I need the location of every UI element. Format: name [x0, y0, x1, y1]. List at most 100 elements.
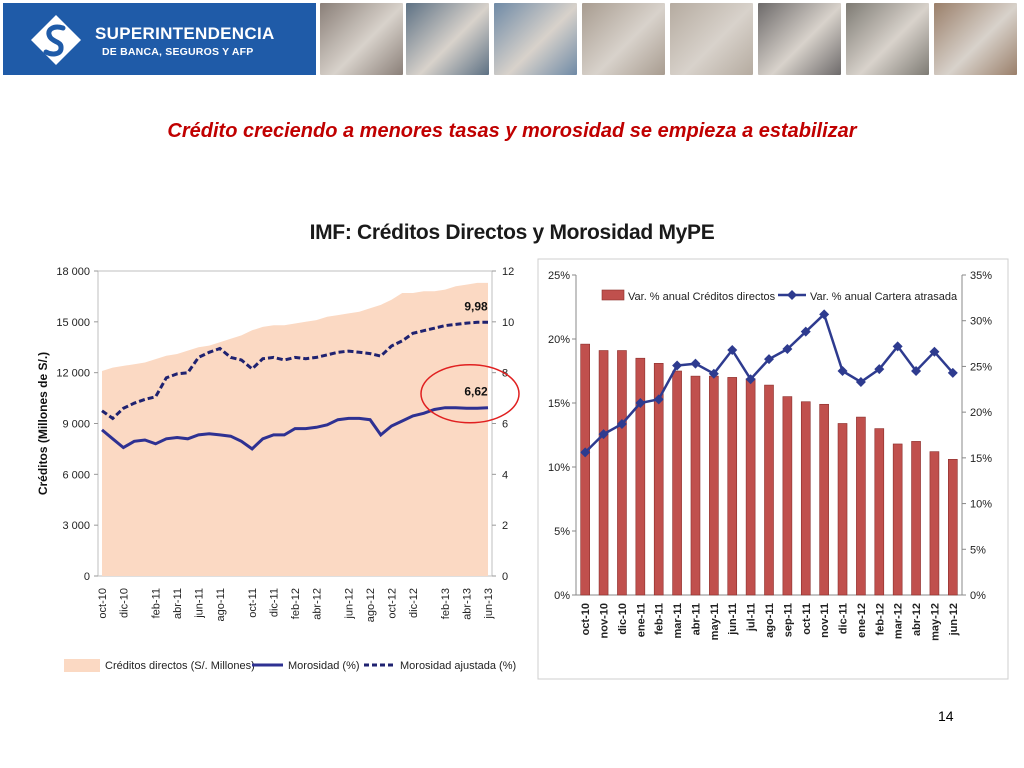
x-tick-label: jun-11 — [727, 603, 739, 636]
point-cartera-atrasada — [855, 376, 866, 387]
x-tick-label: oct-12 — [387, 588, 399, 619]
point-cartera-atrasada — [653, 394, 664, 405]
y2-tick-label: 30% — [970, 316, 992, 328]
point-cartera-atrasada — [745, 374, 756, 385]
y-tick-label: 6 000 — [62, 469, 90, 481]
x-tick-label: feb-11 — [654, 603, 666, 635]
bar-creditos-directos — [745, 378, 756, 596]
bar-creditos-directos — [617, 350, 627, 596]
y2-tick-label: 10% — [970, 499, 992, 511]
x-tick-label: feb-11 — [151, 588, 163, 618]
logo-name: SUPERINTENDENCIA — [95, 24, 275, 43]
annotation-label: 6,62 — [464, 385, 488, 399]
y-tick-label: 3 000 — [62, 520, 90, 532]
bar-creditos-directos — [856, 416, 866, 596]
bar-creditos-directos — [929, 451, 940, 596]
bar-creditos-directos — [800, 401, 811, 596]
y2-tick-label: 4 — [502, 469, 508, 481]
point-cartera-atrasada — [708, 368, 719, 379]
x-tick-label: dic-11 — [838, 603, 850, 634]
point-cartera-atrasada — [672, 360, 683, 371]
bar-creditos-directos — [709, 375, 719, 596]
bar-creditos-directos — [672, 370, 682, 596]
legend-label: Var. % anual Créditos directos — [628, 291, 776, 303]
legend-swatch-area — [64, 659, 100, 672]
sbs-logo-icon — [31, 15, 81, 65]
x-tick-label: feb-12 — [290, 588, 302, 619]
point-cartera-atrasada — [598, 429, 609, 440]
y2-tick-label: 6 — [502, 419, 508, 431]
y-tick-label: 18 000 — [56, 266, 90, 278]
y2-tick-label: 5% — [970, 544, 986, 556]
x-tick-label: nov-11 — [819, 603, 831, 638]
x-tick-label: dic-10 — [617, 603, 629, 635]
y-tick-label: 12 000 — [56, 368, 90, 380]
point-cartera-atrasada — [911, 366, 922, 376]
point-cartera-atrasada — [635, 398, 646, 408]
legend-label: Morosidad (%) — [288, 660, 360, 672]
bar-creditos-directos — [727, 377, 738, 596]
x-tick-label: oct-11 — [247, 588, 259, 618]
x-tick-label: dic-11 — [269, 588, 281, 617]
chart-title: IMF: Créditos Directos y Morosidad MyPE — [309, 221, 715, 244]
y-tick-label: 9 000 — [62, 419, 90, 431]
signing-photo — [934, 3, 1017, 75]
x-tick-label: oct-11 — [801, 603, 813, 635]
bar-creditos-directos — [653, 363, 664, 596]
point-cartera-atrasada — [819, 309, 830, 320]
bar-creditos-directos — [635, 357, 646, 596]
keyboard-photo — [494, 3, 577, 75]
building-photo — [406, 3, 489, 75]
highlight-circle — [420, 363, 520, 424]
legend-label: Créditos directos (S/. Millones) — [105, 660, 255, 672]
point-cartera-atrasada — [892, 341, 903, 352]
point-cartera-atrasada — [782, 344, 793, 355]
bar-creditos-directos — [580, 343, 590, 596]
point-cartera-atrasada — [580, 447, 591, 458]
x-tick-label: nov-10 — [599, 603, 611, 638]
bar-creditos-directos — [819, 403, 829, 596]
point-cartera-atrasada — [929, 346, 940, 357]
bar-creditos-directos — [911, 441, 921, 596]
x-tick-label: oct-10 — [97, 588, 109, 619]
y2-tick-label: 25% — [970, 361, 992, 373]
x-tick-label: feb-13 — [440, 588, 452, 619]
legend-swatch-diamond — [787, 290, 797, 300]
point-cartera-atrasada — [947, 367, 958, 378]
x-tick-label: abr-12 — [911, 603, 923, 636]
bar-creditos-directos — [948, 459, 958, 596]
businessmen-photo — [846, 3, 929, 75]
y-tick-label: 20% — [548, 334, 570, 346]
x-tick-label: mar-12 — [893, 603, 905, 639]
y2-tick-label: 10 — [502, 317, 514, 329]
x-tick-label: abr-11 — [690, 603, 702, 635]
x-tick-label: jul-11 — [746, 603, 758, 632]
point-cartera-atrasada — [800, 326, 811, 337]
x-tick-label: jun-11 — [194, 588, 206, 619]
point-cartera-atrasada — [616, 419, 627, 430]
y2-tick-label: 2 — [502, 520, 508, 532]
point-cartera-atrasada — [837, 366, 848, 376]
chart-frame — [537, 258, 1009, 680]
handshake-photo — [582, 3, 665, 75]
bar-creditos-directos — [690, 375, 701, 596]
y2-tick-label: 0% — [970, 590, 986, 602]
x-tick-label: oct-10 — [580, 603, 592, 635]
point-cartera-atrasada — [727, 344, 738, 355]
line-morosidad — [101, 406, 489, 451]
x-tick-label: may-12 — [929, 603, 941, 641]
legend-label: Var. % anual Cartera atrasada — [810, 291, 958, 303]
x-tick-label: ago-11 — [215, 588, 227, 621]
page-number: 14 — [938, 708, 954, 724]
x-tick-label: sep-11 — [782, 603, 794, 637]
annotation-label: 9,98 — [464, 299, 488, 313]
slide-title: Crédito creciendo a menores tasas y moro… — [167, 120, 857, 142]
y-tick-label: 0 — [84, 571, 90, 583]
y-tick-label: 0% — [554, 590, 570, 602]
bar-creditos-directos — [598, 350, 609, 596]
x-tick-label: dic-10 — [118, 588, 130, 618]
x-tick-label: dic-12 — [408, 588, 420, 618]
y-tick-label: 10% — [548, 462, 570, 474]
right-chart: 0% 5% 10% 15% 20% 25% 0% 5% 10% 15% 20% 25% 30% 35% oc… — [537, 258, 1009, 680]
